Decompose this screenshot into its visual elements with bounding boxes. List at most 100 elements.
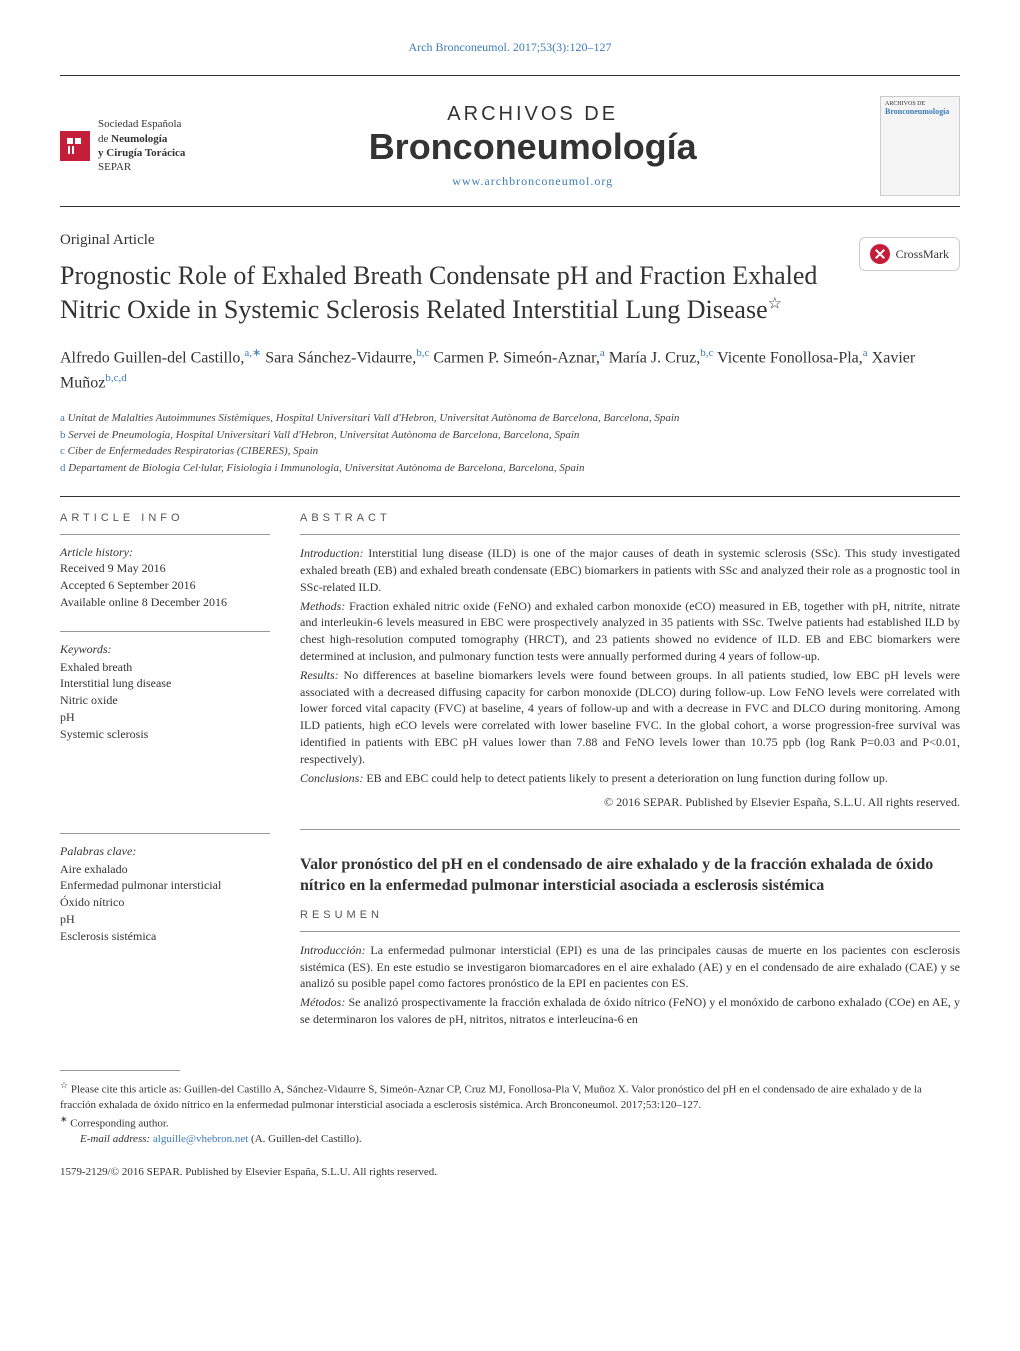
cover-title: Bronconeumología	[885, 107, 955, 116]
author-affil-marker: a	[863, 347, 868, 359]
palabra-item: Esclerosis sistémica	[60, 928, 270, 945]
cite-footnote: ☆ Please cite this article as: Guillen-d…	[60, 1079, 960, 1113]
received-line: Received 9 May 2016	[60, 560, 270, 577]
publisher-name: Sociedad Española de Neumología y Cirugí…	[98, 117, 185, 174]
publisher-logo: Sociedad Española de Neumología y Cirugí…	[60, 117, 185, 174]
affiliation-line: a Unitat de Malalties Autoimmunes Sistèm…	[60, 410, 960, 427]
resumen-rule	[300, 931, 960, 932]
abstract-copyright: © 2016 SEPAR. Published by Elsevier Espa…	[300, 794, 960, 811]
resumen-methods-text: Se analizó prospectivamente la fracción …	[300, 995, 960, 1026]
right-column: ABSTRACT Introduction: Interstitial lung…	[300, 512, 960, 1030]
keyword-item: Interstitial lung disease	[60, 675, 270, 692]
journal-header: Sociedad Española de Neumología y Cirugí…	[60, 96, 960, 196]
keyword-item: Exhaled breath	[60, 659, 270, 676]
palabras-label: Palabras clave:	[60, 844, 270, 859]
header-rule-top	[60, 75, 960, 76]
cite-star-icon: ☆	[60, 1080, 68, 1090]
crossmark-label: CrossMark	[896, 247, 949, 262]
email-label: E-mail address:	[80, 1133, 153, 1145]
palabra-item: Enfermedad pulmonar intersticial	[60, 877, 270, 894]
logo-line4: SEPAR	[98, 160, 185, 174]
resumen-intro-label: Introducción:	[300, 943, 366, 957]
crossmark-icon	[870, 244, 890, 264]
journal-title-block: ARCHIVOS DE Bronconeumología www.archbro…	[369, 103, 697, 189]
journal-title: Bronconeumología	[369, 126, 697, 168]
palabras-list: Aire exhaladoEnfermedad pulmonar interst…	[60, 861, 270, 945]
author-list: Alfredo Guillen-del Castillo,a,∗ Sara Sá…	[60, 345, 960, 396]
crossmark-badge[interactable]: CrossMark	[859, 237, 960, 271]
email-footnote: E-mail address: alguille@vhebron.net (A.…	[60, 1132, 960, 1147]
left-column: ARTICLE INFO Article history: Received 9…	[60, 512, 270, 1030]
cite-text: Please cite this article as: Guillen-del…	[60, 1083, 922, 1110]
body-columns: ARTICLE INFO Article history: Received 9…	[60, 512, 960, 1030]
journal-url[interactable]: www.archbronconeumol.org	[369, 174, 697, 189]
email-link[interactable]: alguille@vhebron.net	[153, 1133, 248, 1145]
author-affil-marker: b,c,d	[105, 372, 126, 384]
affiliation-line: d Departament de Biologia Cel·lular, Fis…	[60, 460, 960, 477]
conclusions-text: EB and EBC could help to detect patients…	[363, 771, 888, 785]
left-rule-3	[60, 833, 270, 834]
author: Sara Sánchez-Vidaurre,	[265, 349, 416, 366]
results-label: Results:	[300, 668, 339, 682]
author: Carmen P. Simeón-Aznar,	[433, 349, 599, 366]
corr-text: Corresponding author.	[68, 1118, 169, 1130]
email-author: (A. Guillen-del Castillo).	[248, 1133, 361, 1145]
keyword-item: Nitric oxide	[60, 692, 270, 709]
abstract-body: Introduction: Interstitial lung disease …	[300, 545, 960, 811]
article-title: Prognostic Role of Exhaled Breath Conden…	[60, 259, 840, 327]
affiliation-line: c Ciber de Enfermedades Respiratorias (C…	[60, 443, 960, 460]
journal-cover-thumbnail: ARCHIVOS DE Bronconeumología	[880, 96, 960, 196]
affiliations-list: a Unitat de Malalties Autoimmunes Sistèm…	[60, 410, 960, 476]
resumen-methods-label: Métodos:	[300, 995, 345, 1009]
abstract-rule	[300, 534, 960, 535]
author-affil-marker: b,c	[416, 347, 429, 359]
resumen-heading: RESUMEN	[300, 909, 960, 921]
history-label: Article history:	[60, 545, 270, 560]
article-history-block: Article history: Received 9 May 2016 Acc…	[60, 545, 270, 610]
spanish-rule-top	[300, 829, 960, 830]
separ-logo-icon	[60, 131, 90, 161]
methods-label: Methods:	[300, 599, 345, 613]
keyword-item: Systemic sclerosis	[60, 726, 270, 743]
citation-text[interactable]: Arch Bronconeumol. 2017;53(3):120–127	[409, 40, 612, 54]
logo-line2a: de	[98, 133, 111, 145]
spanish-title: Valor pronóstico del pH en el condensado…	[300, 855, 960, 897]
header-rule-mid	[60, 206, 960, 207]
title-text: Prognostic Role of Exhaled Breath Conden…	[60, 261, 817, 324]
author: Vicente Fonollosa-Pla,	[717, 349, 863, 366]
corr-footnote: ∗ Corresponding author.	[60, 1113, 960, 1132]
affiliation-line: b Servei de Pneumologia, Hospital Univer…	[60, 427, 960, 444]
logo-line3: y Cirugía Torácica	[98, 146, 185, 160]
intro-label: Introduction:	[300, 546, 364, 560]
intro-text: Interstitial lung disease (ILD) is one o…	[300, 546, 960, 594]
footnote-rule	[60, 1070, 180, 1071]
keywords-block: Keywords: Exhaled breathInterstitial lun…	[60, 642, 270, 743]
palabra-item: pH	[60, 911, 270, 928]
methods-text: Fraction exhaled nitric oxide (FeNO) and…	[300, 599, 960, 663]
author-affil-marker: a,∗	[244, 347, 261, 359]
keywords-label: Keywords:	[60, 642, 270, 657]
title-star-icon: ☆	[768, 295, 782, 312]
results-text: No differences at baseline biomarkers le…	[300, 668, 960, 766]
conclusions-label: Conclusions:	[300, 771, 363, 785]
left-rule-2	[60, 631, 270, 632]
keyword-item: pH	[60, 709, 270, 726]
keywords-list: Exhaled breathInterstitial lung diseaseN…	[60, 659, 270, 743]
palabra-item: Aire exhalado	[60, 861, 270, 878]
corr-star-icon: ∗	[60, 1114, 68, 1124]
logo-line2b: Neumología	[111, 133, 167, 145]
author-affil-marker: a	[600, 347, 605, 359]
author: María J. Cruz,	[609, 349, 701, 366]
abstract-heading: ABSTRACT	[300, 512, 960, 524]
journal-pretitle: ARCHIVOS DE	[369, 103, 697, 126]
author: Alfredo Guillen-del Castillo,	[60, 349, 244, 366]
palabras-clave-block: Palabras clave: Aire exhaladoEnfermedad …	[60, 833, 270, 945]
logo-line1: Sociedad Española	[98, 118, 181, 130]
issn-line: 1579-2129/© 2016 SEPAR. Published by Els…	[60, 1166, 960, 1178]
footnotes: ☆ Please cite this article as: Guillen-d…	[60, 1079, 960, 1148]
header-citation: Arch Bronconeumol. 2017;53(3):120–127	[60, 40, 960, 55]
accepted-line: Accepted 6 September 2016	[60, 577, 270, 594]
article-info-heading: ARTICLE INFO	[60, 512, 270, 524]
article-type: Original Article	[60, 232, 960, 249]
resumen-intro-text: La enfermedad pulmonar intersticial (EPI…	[300, 943, 960, 991]
